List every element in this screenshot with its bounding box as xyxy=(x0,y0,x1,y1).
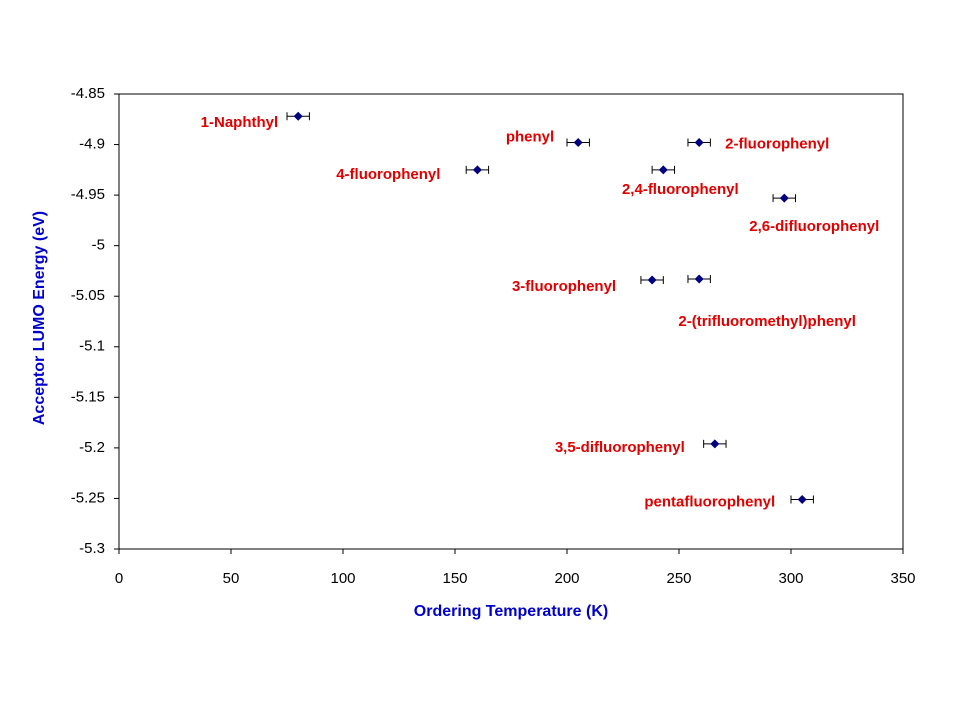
point-label: pentafluorophenyl xyxy=(644,493,775,510)
marker xyxy=(293,111,303,121)
x-tick-label: 100 xyxy=(330,570,355,587)
x-tick-label: 250 xyxy=(666,570,691,587)
y-tick-label: -5.2 xyxy=(79,439,105,456)
y-tick-label: -5.1 xyxy=(79,338,105,355)
x-tick-label: 200 xyxy=(554,570,579,587)
y-tick-label: -5.3 xyxy=(79,540,105,557)
x-axis-title: Ordering Temperature (K) xyxy=(414,603,608,620)
y-tick-label: -4.85 xyxy=(71,85,105,102)
point-label: 2,4-fluorophenyl xyxy=(622,181,739,198)
y-tick-label: -5.25 xyxy=(71,489,105,506)
marker xyxy=(694,138,704,148)
point-label: 4-fluorophenyl xyxy=(336,166,440,183)
point-label: 1-Naphthyl xyxy=(201,114,279,131)
x-tick-label: 50 xyxy=(223,570,240,587)
y-tick-label: -4.9 xyxy=(79,136,105,153)
marker xyxy=(710,439,720,449)
marker xyxy=(658,165,668,175)
marker xyxy=(797,494,807,504)
point-label: phenyl xyxy=(506,129,554,146)
point-label: 2-(trifluoromethyl)phenyl xyxy=(678,313,856,330)
y-tick-label: -5 xyxy=(92,237,105,254)
y-tick-label: -5.05 xyxy=(71,287,105,304)
point-label: 2-fluorophenyl xyxy=(725,136,829,153)
y-axis-title: Acceptor LUMO Energy (eV) xyxy=(31,211,48,425)
marker xyxy=(779,193,789,203)
marker xyxy=(573,138,583,148)
x-tick-label: 350 xyxy=(890,570,915,587)
x-tick-label: 300 xyxy=(778,570,803,587)
point-label: 2,6-difluorophenyl xyxy=(749,218,879,235)
x-tick-label: 0 xyxy=(115,570,123,587)
point-label: 3,5-difluorophenyl xyxy=(555,439,685,456)
y-tick-label: -5.15 xyxy=(71,388,105,405)
x-tick-label: 150 xyxy=(442,570,467,587)
marker xyxy=(647,275,657,285)
marker xyxy=(694,274,704,284)
point-label: 3-fluorophenyl xyxy=(512,278,616,295)
y-tick-label: -4.95 xyxy=(71,186,105,203)
plot-frame xyxy=(118,93,904,550)
marker xyxy=(472,165,482,175)
